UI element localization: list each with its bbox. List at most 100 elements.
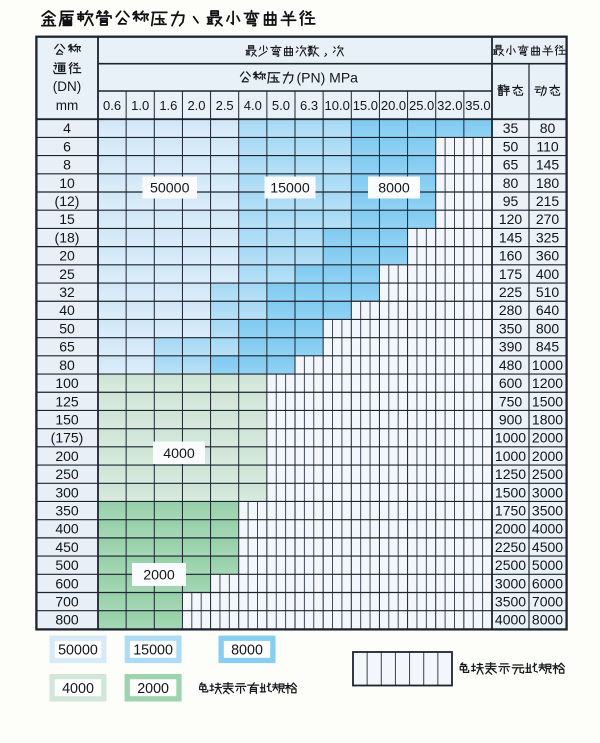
- svg-text:(DN): (DN): [53, 79, 82, 94]
- svg-text:35.0: 35.0: [465, 98, 490, 113]
- svg-text:6.3: 6.3: [300, 98, 318, 113]
- svg-text:300: 300: [55, 484, 79, 500]
- svg-text:6000: 6000: [532, 575, 563, 591]
- svg-text:2000: 2000: [532, 430, 563, 446]
- svg-text:325: 325: [536, 229, 560, 245]
- svg-text:215: 215: [536, 193, 560, 209]
- svg-text:65: 65: [503, 157, 519, 173]
- svg-text:7000: 7000: [532, 593, 563, 609]
- svg-text:4.0: 4.0: [244, 98, 262, 113]
- svg-text:25: 25: [59, 266, 75, 282]
- svg-text:110: 110: [536, 138, 559, 154]
- svg-text:(175): (175): [51, 430, 84, 446]
- svg-text:15000: 15000: [133, 642, 173, 658]
- svg-text:8000: 8000: [231, 642, 263, 658]
- svg-text:5.0: 5.0: [272, 98, 290, 113]
- svg-text:4000: 4000: [163, 446, 195, 462]
- svg-text:50000: 50000: [150, 181, 190, 197]
- svg-text:50: 50: [503, 138, 519, 154]
- svg-text:32.0: 32.0: [437, 98, 462, 113]
- svg-text:(18): (18): [55, 229, 80, 245]
- svg-text:390: 390: [499, 339, 523, 355]
- svg-text:35: 35: [503, 120, 519, 136]
- svg-text:200: 200: [55, 448, 79, 464]
- svg-text:145: 145: [536, 157, 560, 173]
- svg-text:65: 65: [59, 339, 75, 355]
- svg-text:800: 800: [536, 320, 560, 336]
- svg-text:120: 120: [499, 211, 523, 227]
- svg-text:1000: 1000: [495, 448, 526, 464]
- svg-text:1000: 1000: [495, 430, 526, 446]
- svg-text:10: 10: [59, 175, 75, 191]
- svg-text:125: 125: [55, 393, 79, 409]
- svg-text:250: 250: [55, 466, 79, 482]
- svg-text:225: 225: [499, 284, 523, 300]
- svg-text:1500: 1500: [532, 393, 563, 409]
- svg-text:2.0: 2.0: [187, 98, 205, 113]
- svg-text:40: 40: [59, 302, 75, 318]
- svg-text:25.0: 25.0: [409, 98, 434, 113]
- svg-text:350: 350: [55, 502, 79, 518]
- svg-text:400: 400: [536, 266, 560, 282]
- svg-text:145: 145: [499, 229, 523, 245]
- svg-text:3500: 3500: [532, 502, 563, 518]
- svg-text:15.0: 15.0: [353, 98, 378, 113]
- svg-text:600: 600: [499, 375, 523, 391]
- svg-text:1800: 1800: [532, 411, 563, 427]
- svg-text:3000: 3000: [532, 484, 563, 500]
- svg-text:360: 360: [536, 248, 560, 264]
- svg-text:1000: 1000: [532, 357, 563, 373]
- svg-text:20: 20: [59, 248, 75, 264]
- svg-text:4000: 4000: [495, 612, 526, 628]
- svg-text:80: 80: [59, 357, 75, 373]
- svg-text:8000: 8000: [532, 612, 563, 628]
- svg-text:640: 640: [536, 302, 560, 318]
- svg-text:80: 80: [540, 120, 556, 136]
- svg-text:4000: 4000: [532, 521, 563, 537]
- svg-text:2000: 2000: [495, 521, 526, 537]
- svg-text:15000: 15000: [270, 181, 310, 197]
- svg-text:4000: 4000: [62, 681, 94, 697]
- svg-text:20.0: 20.0: [381, 98, 406, 113]
- svg-text:800: 800: [55, 612, 79, 628]
- svg-text:350: 350: [499, 320, 523, 336]
- svg-text:6: 6: [63, 138, 71, 154]
- svg-text:845: 845: [536, 339, 560, 355]
- svg-text:450: 450: [55, 539, 79, 555]
- svg-text:8000: 8000: [378, 181, 410, 197]
- svg-text:3500: 3500: [495, 593, 526, 609]
- svg-text:1200: 1200: [532, 375, 563, 391]
- svg-text:80: 80: [503, 175, 519, 191]
- svg-text:2500: 2500: [532, 466, 563, 482]
- svg-text:280: 280: [499, 302, 523, 318]
- svg-text:2.5: 2.5: [216, 98, 234, 113]
- svg-text:4: 4: [63, 120, 71, 136]
- svg-text:1250: 1250: [495, 466, 526, 482]
- svg-text:0.6: 0.6: [103, 98, 121, 113]
- svg-text:50: 50: [59, 320, 75, 336]
- svg-text:2000: 2000: [143, 568, 175, 584]
- svg-text:mm: mm: [56, 98, 79, 113]
- svg-text:2250: 2250: [495, 539, 526, 555]
- svg-text:160: 160: [499, 248, 523, 264]
- svg-text:270: 270: [536, 211, 560, 227]
- svg-text:3000: 3000: [495, 575, 526, 591]
- svg-text:500: 500: [55, 557, 79, 573]
- svg-text:50000: 50000: [58, 642, 98, 658]
- svg-text:10.0: 10.0: [325, 98, 350, 113]
- svg-text:5000: 5000: [532, 557, 563, 573]
- svg-text:4500: 4500: [532, 539, 563, 555]
- svg-text:1.6: 1.6: [159, 98, 177, 113]
- svg-text:180: 180: [536, 175, 560, 191]
- svg-text:32: 32: [59, 284, 75, 300]
- svg-text:15: 15: [59, 211, 75, 227]
- svg-text:8: 8: [63, 157, 71, 173]
- svg-text:(12): (12): [55, 193, 80, 209]
- svg-text:2000: 2000: [532, 448, 563, 464]
- svg-text:700: 700: [55, 593, 79, 609]
- svg-text:150: 150: [55, 411, 79, 427]
- svg-text:510: 510: [536, 284, 560, 300]
- svg-text:750: 750: [499, 393, 523, 409]
- svg-text:480: 480: [499, 357, 523, 373]
- svg-text:175: 175: [499, 266, 523, 282]
